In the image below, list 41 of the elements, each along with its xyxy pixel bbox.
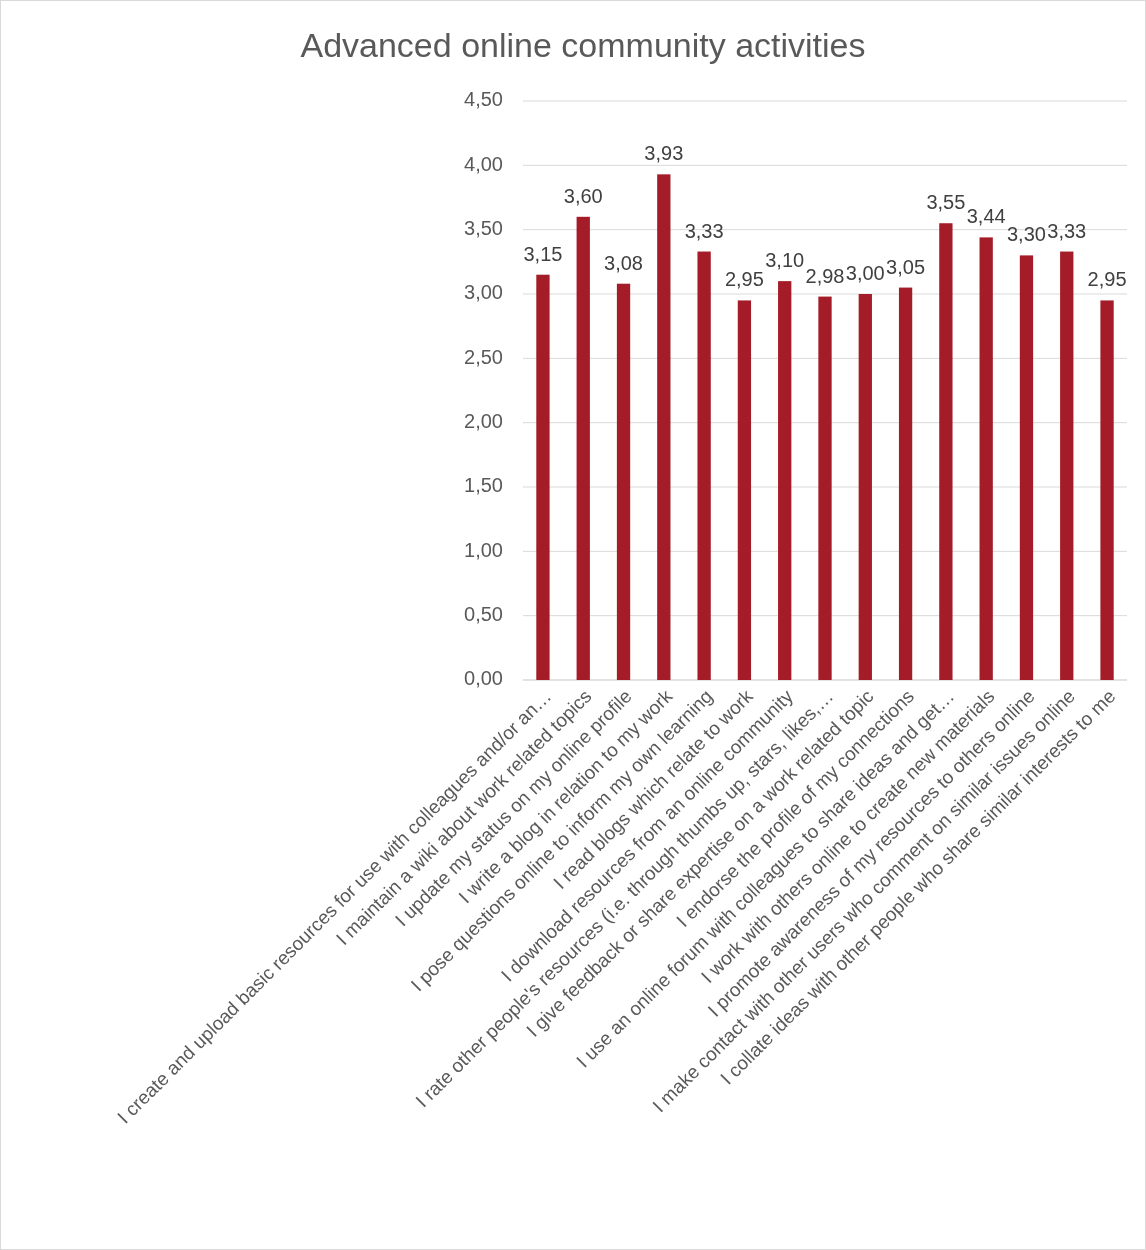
bar [1100,300,1114,680]
data-label: 3,10 [765,249,805,272]
y-tick-label: 1,50 [464,474,503,497]
data-label: 3,33 [1047,219,1087,242]
data-label: 2,98 [805,264,845,287]
bar [1060,251,1074,680]
bar [657,174,671,680]
data-label: 2,95 [1087,268,1127,291]
y-tick-label: 0,50 [464,602,503,625]
bar [858,294,872,680]
data-label: 3,33 [684,219,724,242]
bar [616,283,631,680]
bar [1019,255,1034,680]
data-label: 3,05 [886,255,926,278]
y-tick-label: 1,00 [464,538,503,561]
y-tick-label: 4,50 [464,88,503,111]
bar [697,251,711,680]
y-tick-label: 3,50 [464,216,503,239]
bar [536,274,550,680]
y-tick-label: 2,00 [464,409,503,432]
data-label: 3,08 [604,251,643,274]
data-label: 3,93 [644,142,684,165]
bar [979,237,993,680]
bar [939,223,953,680]
data-label: 3,00 [845,262,885,284]
bar [818,296,832,680]
y-tick-label: 4,00 [464,152,503,175]
chart-title: Advanced online community activities [300,25,866,64]
y-tick-label: 3,00 [464,281,503,304]
data-label: 3,15 [523,242,563,265]
data-label: 2,95 [724,268,764,291]
data-label: 3,44 [966,205,1006,228]
y-tick-label: 2,50 [464,345,503,368]
bar [898,287,913,680]
y-tick-label: 0,00 [464,667,503,690]
data-label: 3,60 [563,184,603,207]
bar [737,300,752,680]
data-label: 3,30 [1007,223,1046,246]
data-label: 3,55 [926,191,966,214]
bar [576,216,590,680]
bar [778,281,792,680]
